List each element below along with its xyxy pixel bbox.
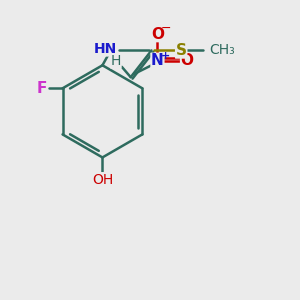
Text: N: N bbox=[151, 53, 164, 68]
Text: H: H bbox=[111, 54, 121, 68]
Text: O: O bbox=[181, 53, 194, 68]
Text: OH: OH bbox=[92, 173, 113, 187]
Text: S: S bbox=[176, 43, 187, 58]
Text: −: − bbox=[160, 22, 171, 35]
Text: HN: HN bbox=[94, 42, 117, 56]
Text: CH₃: CH₃ bbox=[209, 44, 235, 57]
Text: F: F bbox=[37, 81, 47, 96]
Text: +: + bbox=[161, 51, 170, 62]
Text: O: O bbox=[151, 27, 164, 42]
